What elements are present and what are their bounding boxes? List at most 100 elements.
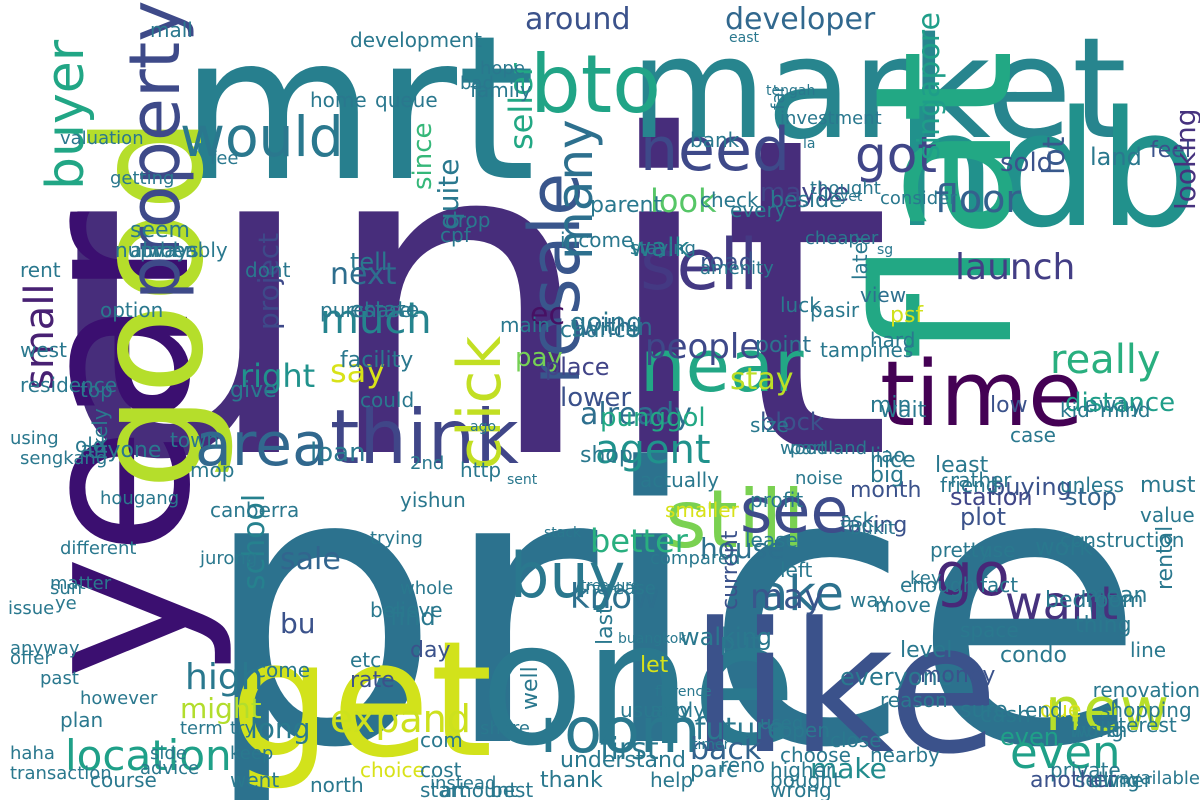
word-look: look <box>650 182 717 220</box>
word-last: last <box>593 605 618 645</box>
word-pasir: pasir <box>810 298 860 322</box>
word-give: give <box>230 378 277 403</box>
word-price: price <box>200 388 1146 800</box>
word-feel: feel <box>1150 138 1191 163</box>
word-fee: fee <box>210 148 239 169</box>
word-location: location <box>65 731 232 780</box>
word-mrt: mrt <box>180 0 536 226</box>
word-one: one <box>480 586 797 784</box>
word-florence: florence <box>655 684 712 700</box>
word-tengah: tengah <box>766 83 816 99</box>
word-amount: amount <box>440 778 518 800</box>
word-mop: mop <box>190 458 235 482</box>
word-tampines: tampines <box>820 338 914 362</box>
word-best: best <box>490 778 534 800</box>
word-staying: staying <box>630 238 696 259</box>
word-advice: advice <box>140 758 200 779</box>
word-case: case <box>1010 423 1056 447</box>
word-put: put <box>720 628 760 656</box>
word-seem: seem <box>130 218 190 243</box>
word-buangkok: buangkok <box>618 631 687 647</box>
word-top: top <box>80 378 113 402</box>
word-buy: buy <box>510 539 626 612</box>
word-room: room <box>540 694 701 767</box>
word-town: town <box>170 428 220 452</box>
word-buyer: buyer <box>36 39 96 190</box>
word-construction: construction <box>1060 528 1185 552</box>
word-different: different <box>60 538 137 559</box>
word-past: past <box>40 668 79 689</box>
word-course: course <box>90 768 157 792</box>
word-money: money <box>920 663 996 688</box>
word-say: say <box>330 352 386 390</box>
word-lot: lot <box>1037 136 1072 175</box>
word-available: available <box>1118 768 1200 789</box>
word-line: line <box>1130 638 1167 662</box>
word-anyway: anyway <box>10 638 80 659</box>
word-work: work <box>1035 533 1094 561</box>
word-near: near <box>640 324 804 408</box>
word-residence: residence <box>20 373 118 397</box>
word-lower: lower <box>560 383 632 413</box>
word-reason: reason <box>880 688 948 712</box>
word-left: left <box>780 558 813 582</box>
word-walking: walking <box>680 623 773 651</box>
word-low: low <box>990 393 1028 418</box>
word-actually: actually <box>640 468 719 492</box>
word-wait: wait <box>880 398 927 423</box>
word-income: income <box>560 228 634 252</box>
word-compared: compared <box>650 548 741 569</box>
word-worth: worth <box>1070 718 1128 742</box>
word-west: west <box>20 338 67 362</box>
word-walk: walk <box>630 233 690 263</box>
word-get: get <box>230 606 493 793</box>
word-sell: sell <box>640 224 759 306</box>
word-sale: sale <box>280 542 341 577</box>
word-bu: bu <box>280 607 316 640</box>
word-2nd: 2nd <box>410 453 445 474</box>
word-north: north <box>310 773 364 797</box>
word-next: next <box>330 257 397 292</box>
word-land: land <box>1090 143 1142 171</box>
word-consider: consider <box>880 188 957 209</box>
word-move: move <box>875 593 931 617</box>
word-pay: pay <box>515 343 563 373</box>
word-bought: bought <box>770 768 841 792</box>
word-least: least <box>935 453 989 478</box>
word-bedroom: bedroom <box>1045 588 1144 613</box>
word-increase: increase <box>580 578 656 599</box>
word-anyone: anyone <box>80 438 162 463</box>
word-stack: stack <box>544 525 582 541</box>
word-think: think <box>330 393 519 481</box>
word-shopping: shopping <box>1100 698 1192 722</box>
word-like: like <box>690 585 999 794</box>
word-luck: luck <box>780 293 821 317</box>
word-facility: facility <box>340 348 414 373</box>
word-distance: distance <box>1065 388 1176 418</box>
word-see: see <box>740 474 849 547</box>
word-amenity: amenity <box>700 258 774 279</box>
word-canberra: canberra <box>210 498 300 522</box>
word-treasure: treasure <box>581 578 640 594</box>
word-purchase: purchase <box>320 298 412 322</box>
word-try: try <box>230 718 256 739</box>
word-sold: sold <box>1000 148 1054 178</box>
word-stay: stay <box>730 362 794 397</box>
word-loan: loan <box>310 438 366 468</box>
word-min: min <box>870 393 912 418</box>
word-interest: interest <box>1100 713 1177 737</box>
word-understand: understand <box>560 748 686 773</box>
word-liao: liao <box>870 443 906 467</box>
word-end: end <box>1025 698 1063 722</box>
word-sengkang: sengkang <box>20 448 108 469</box>
word-hdb: hdb <box>895 76 1200 263</box>
word-profit: profit <box>750 488 804 512</box>
word-estate: estate <box>350 298 420 323</box>
word-trying: trying <box>370 528 423 549</box>
word-since: since <box>408 122 438 190</box>
word-let: let <box>640 653 669 678</box>
word-getting: getting <box>110 168 175 189</box>
word-issue: issue <box>8 598 55 619</box>
word-area: area <box>195 410 329 480</box>
word-expand: expand <box>330 697 471 741</box>
